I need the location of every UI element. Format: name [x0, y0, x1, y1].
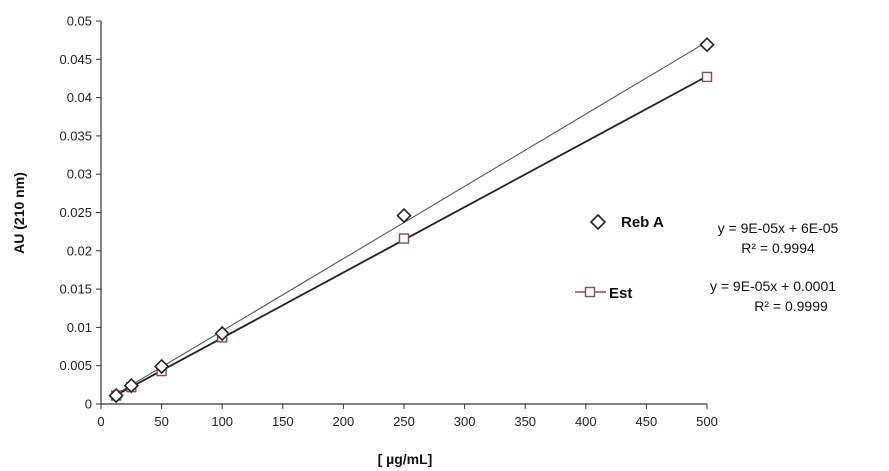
y-axis-ticks: 0 0.005 0.01 0.015 0.02 0.025 0.03 0.035 0.04 0.0…: [59, 14, 101, 412]
y-tick-label: 0.045: [59, 52, 92, 67]
legend-item-est: Est: [575, 285, 632, 302]
trendline-reb-a: [115, 41, 708, 395]
equation-reb-a: y = 9E-05x + 6E-05: [718, 220, 839, 236]
equation-est: y = 9E-05x + 0.0001: [710, 278, 836, 294]
x-tick-label: 50: [154, 414, 168, 429]
data-point-reb-a: [123, 377, 139, 394]
x-tick-label: 200: [333, 414, 355, 429]
data-points: [108, 37, 715, 404]
y-tick-label: 0.05: [67, 14, 92, 29]
legend: Reb A Est: [575, 213, 664, 302]
data-point-reb-a: [214, 325, 230, 342]
y-tick-label: 0.01: [67, 320, 92, 335]
y-tick-label: 0.04: [67, 90, 92, 105]
y-tick-label: 0: [85, 397, 92, 412]
y-tick-label: 0.015: [59, 282, 92, 297]
legend-square-marker: [584, 286, 596, 298]
y-axis-label: AU (210 nm): [11, 172, 27, 254]
x-tick-label: 500: [696, 414, 718, 429]
y-tick-label: 0.005: [59, 358, 92, 373]
data-point-reb-a: [699, 37, 715, 53]
r-squared-est: R² = 0.9999: [754, 298, 828, 314]
legend-item-reb-a: Reb A: [589, 213, 664, 231]
x-tick-label: 300: [454, 414, 476, 429]
r-squared-reb-a: R² = 0.9994: [741, 240, 815, 256]
x-tick-label: 150: [272, 414, 294, 429]
data-point-reb-a: [108, 387, 124, 404]
data-point-est: [398, 233, 410, 244]
x-tick-label: 400: [575, 414, 597, 429]
x-axis-ticks: 0 50 100 150 200 250 300 350 400 450 500: [97, 404, 718, 429]
legend-label-est: Est: [609, 285, 632, 302]
x-tick-label: 350: [514, 414, 536, 429]
trendline-est: [115, 75, 708, 396]
legend-label-reb-a: Reb A: [621, 214, 664, 231]
x-tick-label: 450: [636, 414, 658, 429]
data-point-est: [701, 71, 713, 83]
x-tick-label: 0: [97, 414, 104, 429]
y-tick-label: 0.035: [59, 128, 92, 143]
x-tick-label: 100: [211, 414, 233, 429]
data-point-reb-a: [153, 358, 170, 375]
x-axis-label: [ µg/mL]: [378, 451, 433, 467]
y-tick-label: 0.02: [67, 243, 92, 258]
y-tick-label: 0.03: [67, 167, 92, 182]
data-point-reb-a: [396, 207, 412, 224]
y-tick-label: 0.025: [59, 205, 92, 220]
trendlines: [115, 41, 708, 396]
legend-diamond-marker: [589, 213, 607, 231]
x-tick-label: 250: [393, 414, 415, 429]
trendline-equations: y = 9E-05x + 6E-05 R² = 0.9994 y = 9E-05…: [710, 220, 839, 314]
